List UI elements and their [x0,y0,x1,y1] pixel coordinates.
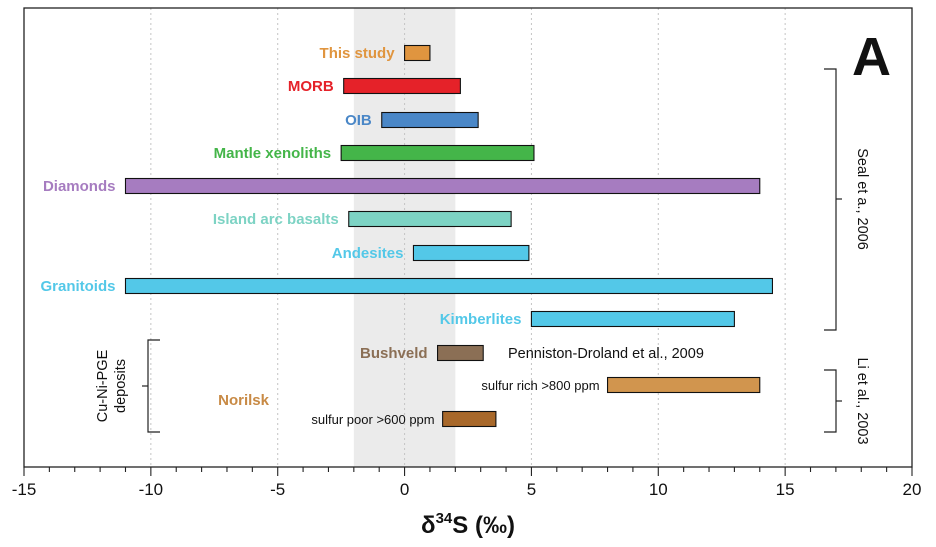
plot-frame [23,7,913,468]
range-label: Island arc basalts [213,211,339,228]
bushveld-reference: Penniston-Droland et al., 2009 [508,346,704,362]
range-label: Diamonds [43,178,116,195]
range-bar [124,177,761,195]
norilsk-label: Norilsk [218,392,270,409]
range-bar [437,344,484,362]
bracket-li [824,369,842,433]
x-tick-label: -5 [270,480,285,499]
range-label: Mantle xenoliths [214,145,332,162]
x-tick-label: 10 [649,480,668,499]
range-label: This study [320,45,396,62]
x-tick-label: 5 [527,480,536,499]
x-tick-label: 0 [400,480,409,499]
range-bar [348,210,512,228]
panel-letter: A [852,27,891,87]
range-bar [381,111,479,129]
bracket-cu-ni-pge [142,339,160,433]
range-label: OIB [345,112,372,129]
range-bar [530,310,735,328]
range-bar [124,277,774,295]
range-bar [412,244,530,262]
range-label: Andesites [332,245,404,262]
x-tick-label: 20 [903,480,922,499]
x-tick-label: -10 [139,480,164,499]
range-bar [340,144,535,162]
x-axis-title-suffix: S (‰) [452,512,515,539]
x-axis-title-superscript: 34 [436,510,453,527]
range-label: sulfur rich >800 ppm [481,378,599,393]
range-label: Bushveld [360,345,428,362]
range-bar [606,376,761,394]
cu-ni-pge-label-line2: deposits [113,359,129,413]
range-label: MORB [288,78,334,95]
range-label: Granitoids [40,278,115,295]
x-axis-title: δ34S (‰) [421,510,515,539]
li-reference: Li et al., 2003 [854,357,870,444]
range-bar [404,44,431,62]
x-axis-ticks: -15 -10 -5 0 5 10 15 20 [12,467,922,499]
range-label: sulfur poor >600 ppm [311,412,434,427]
cu-ni-pge-label-line1: Cu-Ni-PGE [95,349,111,422]
range-bar [343,77,461,95]
seal-reference: Seal et a., 2006 [854,148,870,250]
bracket-seal [824,68,842,331]
range-label: Kimberlites [440,311,522,328]
x-axis-title-prefix: δ [421,512,436,539]
range-bar [442,410,497,428]
x-tick-label: -15 [12,480,37,499]
range-bars-layer: This study MORB OIB Mantle xenoliths Diamond… [40,44,774,428]
x-tick-label: 15 [776,480,795,499]
